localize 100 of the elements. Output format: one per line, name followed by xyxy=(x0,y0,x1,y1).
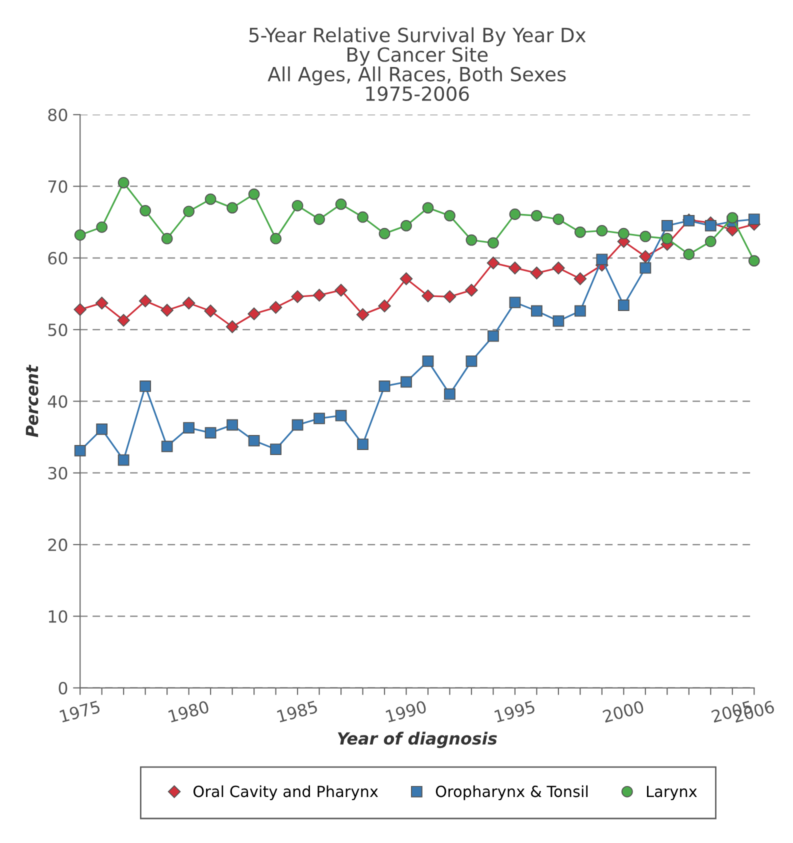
point xyxy=(226,202,238,214)
point xyxy=(356,308,370,321)
point xyxy=(488,330,499,342)
point xyxy=(291,290,304,304)
point xyxy=(292,419,304,431)
point xyxy=(96,424,108,435)
x-tick-label: 1975 xyxy=(59,700,100,723)
point xyxy=(509,208,521,220)
point xyxy=(161,440,173,452)
point xyxy=(292,200,304,212)
point xyxy=(704,236,716,248)
point xyxy=(334,284,348,297)
y-tick-label: 40 xyxy=(48,395,68,408)
point xyxy=(161,232,173,244)
y-tick-label: 60 xyxy=(48,252,68,265)
y-tick-label: 50 xyxy=(48,324,68,336)
legend-label: Larynx xyxy=(647,786,697,800)
point xyxy=(748,214,760,225)
point xyxy=(422,202,434,214)
point xyxy=(248,188,260,200)
x-tick-label: 1990 xyxy=(386,700,427,723)
point xyxy=(574,226,586,238)
point xyxy=(596,254,608,266)
point xyxy=(640,230,652,242)
point xyxy=(640,262,652,274)
point xyxy=(400,272,413,286)
point xyxy=(182,296,196,310)
point xyxy=(74,445,86,456)
point xyxy=(140,204,152,216)
point xyxy=(574,272,587,286)
point xyxy=(661,220,673,232)
x-tick-label: 2000 xyxy=(602,700,644,723)
legend-label: Oropharynx & Tonsil xyxy=(436,785,588,800)
point xyxy=(74,303,86,316)
point xyxy=(748,255,760,267)
point xyxy=(531,305,542,317)
point xyxy=(140,380,152,392)
point xyxy=(661,232,673,244)
point xyxy=(204,194,216,205)
point xyxy=(400,220,412,232)
point xyxy=(552,214,564,225)
point xyxy=(204,427,216,438)
point xyxy=(531,210,542,222)
point xyxy=(465,284,478,297)
point xyxy=(357,438,368,450)
point xyxy=(314,214,325,225)
point xyxy=(509,296,521,308)
point xyxy=(183,422,195,434)
point xyxy=(357,211,368,223)
y-tick-label: 10 xyxy=(48,610,68,623)
point xyxy=(248,434,260,446)
point xyxy=(138,294,152,308)
point xyxy=(683,248,695,260)
y-tick-label: 20 xyxy=(48,538,68,552)
point xyxy=(335,198,347,210)
point xyxy=(486,256,500,270)
point xyxy=(639,250,652,263)
point xyxy=(312,288,326,302)
point xyxy=(466,234,478,246)
point xyxy=(552,315,564,327)
y-tick-label: 70 xyxy=(48,180,68,193)
x-tick-label: 1985 xyxy=(276,700,318,723)
point xyxy=(574,305,586,317)
y-axis-title: Percent xyxy=(26,364,38,438)
x-axis-title: Year of diagnosis xyxy=(338,732,497,748)
point xyxy=(508,262,522,274)
point xyxy=(226,419,238,431)
point xyxy=(269,301,282,314)
y-tick-label: 0 xyxy=(58,682,68,694)
point xyxy=(183,206,195,218)
point xyxy=(118,454,130,466)
point xyxy=(618,228,630,240)
point xyxy=(378,228,390,240)
point xyxy=(270,444,282,455)
point xyxy=(160,304,174,317)
point xyxy=(596,225,608,236)
point xyxy=(95,296,108,310)
point xyxy=(96,221,108,233)
legend-label: Oral Cavity and Pharynx xyxy=(193,785,378,800)
point xyxy=(270,232,282,244)
point xyxy=(552,262,565,274)
point xyxy=(422,355,434,367)
point xyxy=(248,307,260,320)
point xyxy=(335,410,347,422)
y-tick-label: 30 xyxy=(48,466,68,480)
point xyxy=(74,229,86,241)
y-tick-label: 80 xyxy=(48,108,68,122)
point xyxy=(204,304,217,318)
x-tick-label: 1995 xyxy=(494,700,536,723)
point xyxy=(488,237,499,249)
point xyxy=(118,177,130,188)
point xyxy=(400,376,412,388)
point xyxy=(422,290,434,302)
chart-title: 5-Year Relative Survival By Year Dx By Cancer Site All Ages, All Races, Both Sexes 1975-2006 xyxy=(249,27,586,102)
point xyxy=(444,388,456,400)
point xyxy=(378,300,391,312)
point xyxy=(704,220,716,232)
point xyxy=(726,212,738,224)
point xyxy=(444,210,456,222)
point xyxy=(530,266,544,280)
